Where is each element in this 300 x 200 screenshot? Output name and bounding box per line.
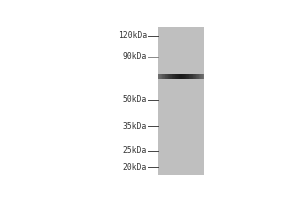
Bar [174, 74, 175, 79]
Text: 120kDa: 120kDa [118, 31, 147, 40]
Bar [176, 74, 177, 79]
Bar [178, 74, 179, 79]
Bar [181, 74, 182, 79]
Bar [192, 74, 193, 79]
Bar [200, 74, 201, 79]
Bar [161, 74, 162, 79]
Bar [165, 74, 166, 79]
Bar [160, 74, 161, 79]
Bar [177, 74, 178, 79]
Bar [173, 74, 174, 79]
Bar [172, 74, 173, 79]
Bar [194, 74, 195, 79]
Text: 35kDa: 35kDa [123, 122, 147, 131]
Bar [197, 74, 198, 79]
Bar [191, 74, 192, 79]
Bar [195, 74, 196, 79]
Bar [203, 74, 204, 79]
Bar [158, 74, 159, 79]
Bar [193, 74, 194, 79]
Bar [198, 74, 199, 79]
Bar [188, 74, 189, 79]
Bar [159, 74, 160, 79]
Bar [168, 74, 169, 79]
Bar [184, 74, 185, 79]
Bar [201, 74, 202, 79]
Text: 20kDa: 20kDa [123, 163, 147, 172]
Bar [180, 74, 181, 79]
Bar [166, 74, 167, 79]
Bar [196, 74, 197, 79]
Bar [167, 74, 168, 79]
Bar [175, 74, 176, 79]
Bar [179, 74, 180, 79]
Bar [182, 74, 183, 79]
Bar [170, 74, 171, 79]
Bar [186, 74, 187, 79]
Bar [202, 74, 203, 79]
Text: 90kDa: 90kDa [123, 52, 147, 61]
Text: 25kDa: 25kDa [123, 146, 147, 155]
Bar [185, 74, 186, 79]
Bar [171, 74, 172, 79]
Bar [164, 74, 165, 79]
Bar [199, 74, 200, 79]
Bar [169, 74, 170, 79]
Bar [187, 74, 188, 79]
Text: 50kDa: 50kDa [123, 95, 147, 104]
Bar [190, 74, 191, 79]
Bar [189, 74, 190, 79]
Bar [163, 74, 164, 79]
Bar [183, 74, 184, 79]
Bar [162, 74, 163, 79]
